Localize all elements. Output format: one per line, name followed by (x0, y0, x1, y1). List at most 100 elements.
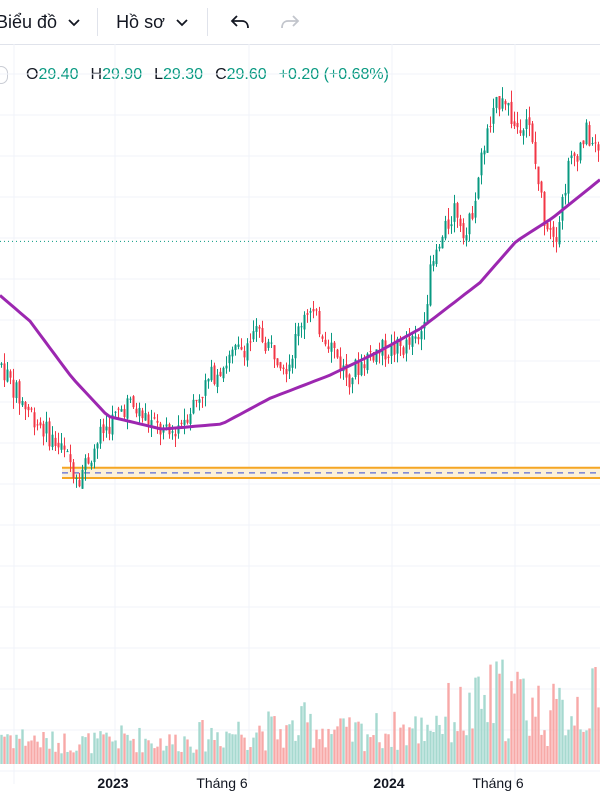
redo-button[interactable] (270, 0, 310, 44)
candle-body (12, 379, 15, 398)
candle-body (417, 337, 420, 340)
candle-body (213, 365, 216, 385)
candle-body (81, 469, 84, 489)
candle-body (63, 445, 66, 450)
candle-body (351, 378, 354, 385)
candle-body (246, 343, 249, 361)
volume-bar (291, 720, 294, 764)
candle-body (57, 442, 60, 448)
candle-body (303, 314, 306, 330)
candle-body (99, 426, 102, 444)
volume-bar (99, 731, 102, 764)
price-chart[interactable]: 2023 Tháng 6 2024 Tháng 6 (0, 44, 600, 800)
volume-bar (312, 747, 315, 764)
candle-body (186, 419, 189, 423)
volume-bar (552, 683, 555, 764)
candle-body (300, 326, 303, 328)
candle-body (519, 130, 522, 134)
candle-body (243, 350, 246, 358)
volume-bar (561, 699, 564, 764)
volume-bar (234, 734, 237, 764)
volume-bar (414, 716, 417, 764)
candle-body (30, 408, 33, 410)
volume-bar (75, 750, 78, 764)
candle-body (21, 400, 24, 406)
volume-bar (483, 694, 486, 764)
volume-bar (336, 726, 339, 764)
candle-body (333, 342, 336, 348)
volume-bar (144, 738, 147, 764)
candle-body (276, 358, 279, 366)
candle-body (288, 364, 291, 372)
undo-button[interactable] (220, 0, 260, 44)
candle-body (465, 235, 468, 241)
candle-body (117, 408, 120, 410)
volume-bar (486, 722, 489, 764)
profile-menu-button[interactable]: Hồ sơ (98, 0, 207, 44)
volume-bar (504, 741, 507, 764)
volume-bar (105, 732, 108, 764)
candle-body (291, 358, 294, 368)
candle-body (231, 349, 234, 357)
volume-bar (147, 740, 150, 764)
candle-body (390, 343, 393, 356)
candle-body (249, 341, 252, 343)
volume-bar (546, 746, 549, 764)
candle-body (495, 97, 498, 108)
volume-bar (522, 678, 525, 764)
candle-body (408, 337, 411, 345)
candle-body (420, 331, 423, 340)
volume-bar (465, 735, 468, 764)
volume-bar (120, 725, 123, 764)
candle-body (39, 422, 42, 426)
volume-bar (150, 743, 153, 764)
volume-bar (57, 742, 60, 764)
volume-bar (183, 736, 186, 764)
volume-bar (462, 730, 465, 764)
volume-bar (567, 729, 570, 764)
candle-body (363, 364, 366, 369)
candle-body (444, 220, 447, 239)
x-tick-label: 2024 (373, 775, 404, 791)
volume-bar (33, 735, 36, 764)
candle-body (369, 351, 372, 353)
candle-body (315, 309, 318, 311)
candle-body (183, 419, 186, 425)
volume-bar (294, 740, 297, 764)
candle-body (582, 140, 585, 145)
volume-bar (252, 737, 255, 764)
candle-body (33, 412, 36, 428)
candle-body (273, 345, 276, 360)
candle-body (312, 308, 315, 312)
candle-body (504, 101, 507, 105)
volume-bar (333, 729, 336, 764)
chart-menu-label: Biểu đồ (0, 11, 58, 32)
candle-body (207, 378, 210, 382)
volume-bar (285, 725, 288, 764)
volume-bar (135, 752, 138, 764)
candle-body (84, 458, 87, 471)
volume-bar (390, 746, 393, 764)
chevron-down-icon (176, 19, 188, 27)
volume-bar (570, 716, 573, 764)
volume-bar (219, 746, 222, 764)
candle-body (324, 339, 327, 345)
volume-bar (519, 679, 522, 764)
volume-bar (309, 713, 312, 764)
volume-bar (162, 750, 165, 764)
candle-body (546, 223, 549, 230)
volume-bar (39, 747, 42, 764)
candle-body (114, 411, 117, 413)
candle-body (171, 431, 174, 433)
candle-body (198, 399, 201, 403)
candle-body (252, 331, 255, 340)
volume-bar (495, 661, 498, 764)
candle-body (405, 339, 408, 354)
chart-menu-button[interactable]: Biểu đồ (0, 0, 97, 44)
candle-body (105, 426, 108, 431)
candle-body (468, 213, 471, 235)
volume-bar (78, 744, 81, 764)
candle-body (201, 396, 204, 399)
candle-body (372, 353, 375, 361)
candle-body (96, 443, 99, 449)
